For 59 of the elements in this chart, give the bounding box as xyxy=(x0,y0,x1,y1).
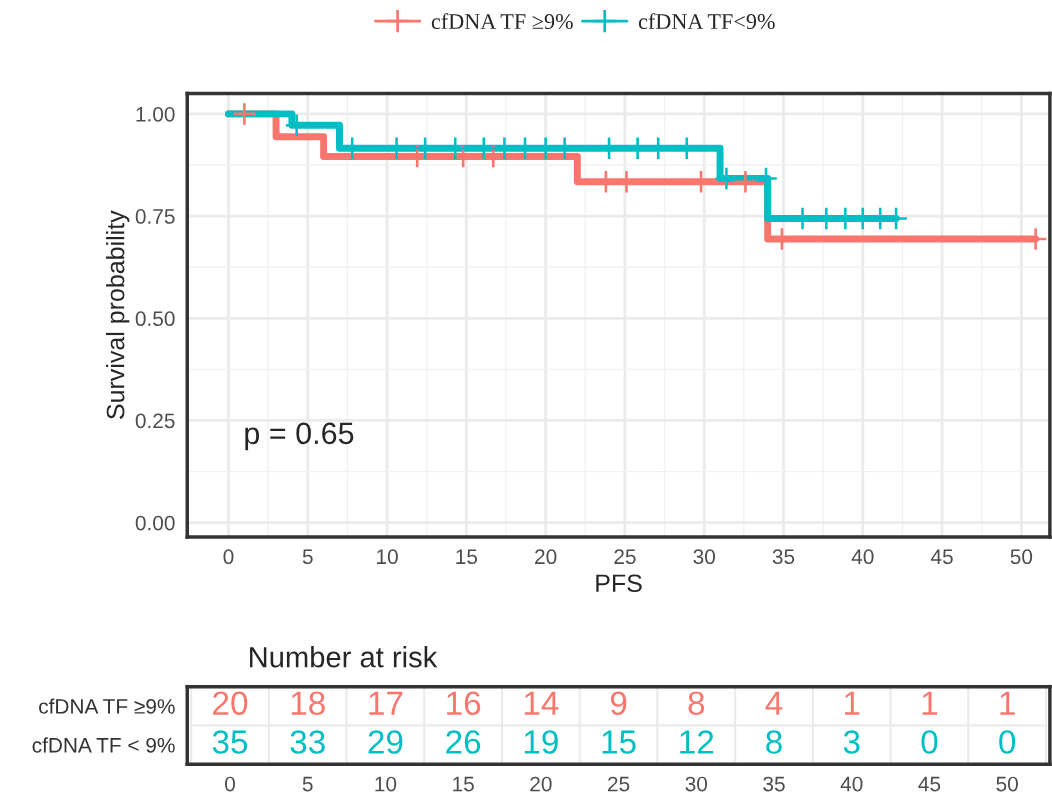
legend-label: cfDNA TF ≥9% xyxy=(431,13,573,30)
data-label: 33 xyxy=(290,730,325,754)
data-label: 1 xyxy=(922,691,938,715)
data-label: 0 xyxy=(921,730,938,754)
point xyxy=(233,103,256,125)
y-axis-title: Survival probability xyxy=(106,210,130,419)
data-label: 26 xyxy=(446,730,481,754)
x-tick-label: 50 xyxy=(1010,549,1033,565)
y-tick-label: 0.50 xyxy=(135,311,175,327)
x-tick-label: 25 xyxy=(614,549,636,565)
data-label: 4 xyxy=(765,691,783,715)
x-tick-label: 30 xyxy=(685,776,708,792)
x-axis-title: PFS xyxy=(596,574,642,593)
data-label: 8 xyxy=(766,730,782,754)
x-tick-label: 20 xyxy=(530,776,552,792)
chart-title: Number at risk xyxy=(250,646,438,668)
data-label: 0 xyxy=(999,730,1016,754)
y-tick-label: 0.75 xyxy=(135,209,175,224)
x-tick-label: 35 xyxy=(772,549,795,565)
x-tick-label: 0 xyxy=(223,549,234,565)
legend-label: cfDNA TF<9% xyxy=(638,13,775,30)
y-tick-label: 0.25 xyxy=(135,413,175,429)
y-tick-label: cfDNA TF ≥9% xyxy=(39,698,175,714)
x-tick-label: 10 xyxy=(375,776,397,792)
x-tick-label: 45 xyxy=(918,776,941,792)
data-label: 15 xyxy=(602,730,636,754)
x-tick-label: 5 xyxy=(302,549,313,565)
x-tick-label: 30 xyxy=(693,549,715,565)
data-label: 20 xyxy=(213,691,248,716)
data-label: 14 xyxy=(524,691,559,715)
data-label: 17 xyxy=(369,691,403,715)
x-tick-label: 40 xyxy=(851,549,874,565)
x-tick-label: 5 xyxy=(302,776,313,792)
x-tick-label: 20 xyxy=(535,549,557,565)
data-label: 16 xyxy=(447,691,481,716)
data-label: 12 xyxy=(680,730,714,754)
data-label: 35 xyxy=(212,730,248,754)
data-label: 3 xyxy=(843,730,860,754)
x-tick-label: 40 xyxy=(840,776,863,792)
x-tick-label: 45 xyxy=(930,549,953,565)
x-tick-label: 15 xyxy=(456,549,478,565)
data-label: 8 xyxy=(688,691,705,716)
data-label: 1 xyxy=(1000,691,1015,715)
x-tick-label: 50 xyxy=(996,776,1018,792)
x-tick-label: 25 xyxy=(608,776,630,792)
data-label: 9 xyxy=(610,691,627,716)
annotation: p = 0.65 xyxy=(245,422,354,451)
y-tick-label: 0.00 xyxy=(135,515,175,531)
data-label: 29 xyxy=(368,730,403,754)
point xyxy=(734,170,757,193)
x-tick-label: 0 xyxy=(225,776,235,792)
x-tick-label: 10 xyxy=(377,549,398,565)
x-tick-label: 15 xyxy=(453,776,474,792)
y-tick-label: cfDNA TF < 9% xyxy=(32,737,175,753)
x-tick-label: 35 xyxy=(763,776,785,792)
data-label: 19 xyxy=(524,730,558,754)
data-label: 1 xyxy=(845,691,860,715)
y-tick-label: 1.00 xyxy=(136,106,175,122)
data-label: 18 xyxy=(291,691,325,716)
